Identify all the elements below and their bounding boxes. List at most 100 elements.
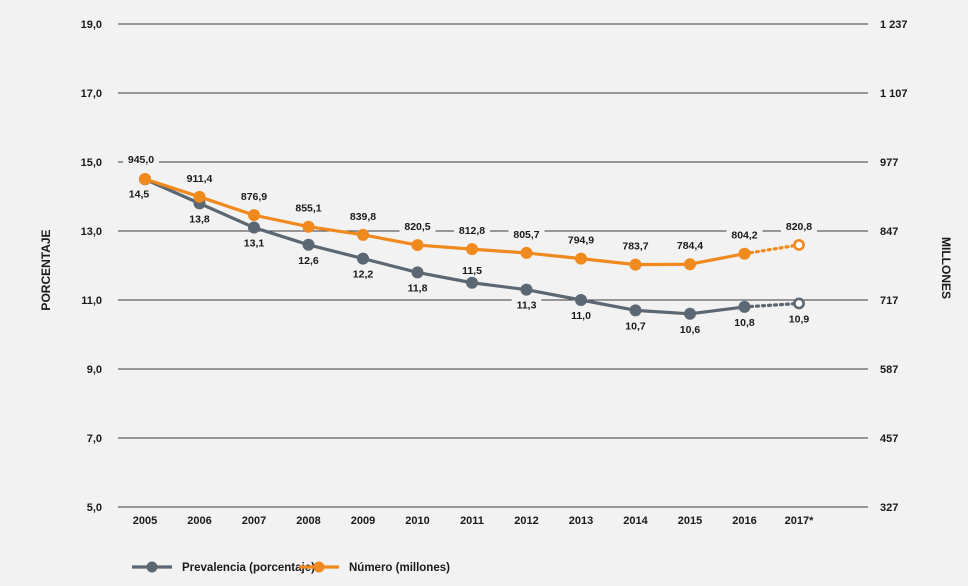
data-label: 820,5 — [404, 221, 430, 233]
data-label: 945,0 — [128, 154, 154, 166]
data-label: 11,5 — [462, 265, 482, 277]
series-line — [144, 177, 745, 267]
left-tick-label: 9,0 — [87, 364, 102, 376]
data-label: 794,9 — [568, 235, 594, 247]
data-label: 10,8 — [734, 317, 755, 329]
data-point — [793, 297, 805, 310]
right-tick-label: 1 237 — [880, 19, 908, 31]
data-label: 11,3 — [517, 300, 537, 312]
x-tick-label: 2010 — [405, 515, 429, 527]
data-label: 13,1 — [244, 238, 265, 250]
data-label: 12,2 — [353, 269, 374, 281]
data-label: 820,8 — [786, 221, 812, 233]
left-tick-label: 13,0 — [81, 226, 102, 238]
data-label-bg — [402, 281, 433, 295]
right-axis-title: MILLONES — [939, 237, 953, 299]
data-label-bg — [345, 209, 381, 223]
data-point — [629, 258, 642, 271]
data-label-bg — [239, 236, 269, 250]
data-point — [193, 190, 206, 203]
x-tick-label: 2016 — [732, 515, 756, 527]
data-labels: 14,5 13,8 13,1 12,6 12,2 11,8 11,5 11,3 11,0 10,7… — [123, 152, 817, 336]
data-label-bg — [781, 219, 817, 233]
data-label-bg — [290, 201, 327, 215]
data-label: 784,4 — [677, 240, 703, 252]
x-tick-label: 2008 — [296, 515, 320, 527]
data-point — [357, 228, 369, 241]
data-label-bg — [181, 171, 218, 185]
data-label-bg — [124, 187, 154, 201]
left-tick-label: 7,0 — [87, 433, 102, 445]
data-label-bg — [399, 220, 436, 234]
left-tick-label: 17,0 — [81, 88, 102, 100]
left-axis-ticks: 19,0 17,0 15,0 13,0 11,0 9,0 7,0 5,0 — [81, 19, 102, 514]
left-tick-label: 15,0 — [81, 157, 102, 169]
data-label-bg — [348, 267, 378, 281]
data-label-bg — [672, 239, 708, 253]
left-axis-title: PORCENTAJE — [39, 229, 53, 310]
data-label: 12,6 — [298, 255, 319, 267]
data-label: 855,1 — [295, 203, 321, 215]
right-tick-label: 1 107 — [880, 88, 908, 100]
data-point — [629, 304, 642, 317]
legend-swatch-marker — [146, 561, 158, 573]
x-tick-label: 2013 — [569, 515, 593, 527]
data-label-bg — [620, 319, 651, 333]
series-projection-line — [742, 301, 801, 309]
data-label-bg — [566, 309, 596, 322]
data-point — [520, 246, 533, 259]
data-label-bg — [726, 228, 763, 242]
data-point — [793, 239, 805, 251]
data-label: 839,8 — [350, 211, 376, 223]
data-point — [575, 294, 587, 306]
x-tick-label: 2017* — [785, 515, 814, 527]
legend: Prevalencia (porcentaje) Número (millones… — [132, 561, 450, 574]
x-tick-label: 2014 — [623, 515, 648, 527]
data-label: 812,8 — [459, 225, 485, 237]
data-point — [302, 220, 315, 233]
x-tick-label: 2005 — [133, 515, 157, 527]
data-label: 11,8 — [408, 282, 428, 294]
data-label: 10,9 — [789, 313, 810, 325]
data-point — [411, 239, 424, 252]
data-point — [411, 266, 424, 279]
left-tick-label: 5,0 — [87, 502, 102, 514]
data-label: 783,7 — [622, 241, 648, 253]
x-tick-label: 2009 — [351, 515, 375, 527]
data-label: 911,4 — [187, 173, 213, 185]
data-label-bg — [236, 190, 272, 204]
data-point — [248, 209, 260, 222]
data-point — [684, 258, 696, 271]
data-label: 10,6 — [680, 324, 701, 336]
x-tick-label: 2012 — [514, 515, 538, 527]
right-tick-label: 457 — [880, 433, 898, 445]
data-label: 14,5 — [129, 188, 150, 200]
left-tick-label: 11,0 — [81, 295, 102, 307]
x-tick-label: 2007 — [242, 515, 266, 527]
data-label: 876,9 — [241, 191, 267, 203]
data-label-bg — [784, 312, 814, 326]
right-tick-label: 717 — [880, 295, 898, 307]
right-tick-label: 977 — [880, 157, 898, 169]
data-label-bg — [617, 239, 654, 253]
x-axis-ticks: 2005 2006 2007 2008 2009 2010 2011 2012 2013 2014… — [133, 515, 814, 527]
data-label: 11,0 — [571, 310, 591, 322]
data-point — [139, 172, 151, 185]
data-label-bg — [184, 212, 215, 226]
data-point — [738, 247, 751, 260]
data-label-bg — [457, 263, 487, 277]
data-label-bg — [508, 227, 545, 241]
x-tick-label: 2011 — [460, 515, 484, 527]
grid-lines — [118, 23, 868, 508]
data-point — [738, 300, 751, 313]
data-point — [466, 276, 478, 289]
data-label-bg — [563, 233, 599, 247]
series-projection-line — [742, 243, 801, 256]
data-point — [357, 252, 369, 265]
data-label-bg — [511, 298, 542, 312]
right-tick-label: 327 — [880, 502, 898, 514]
x-tick-label: 2015 — [678, 515, 702, 527]
series-line — [144, 177, 745, 316]
